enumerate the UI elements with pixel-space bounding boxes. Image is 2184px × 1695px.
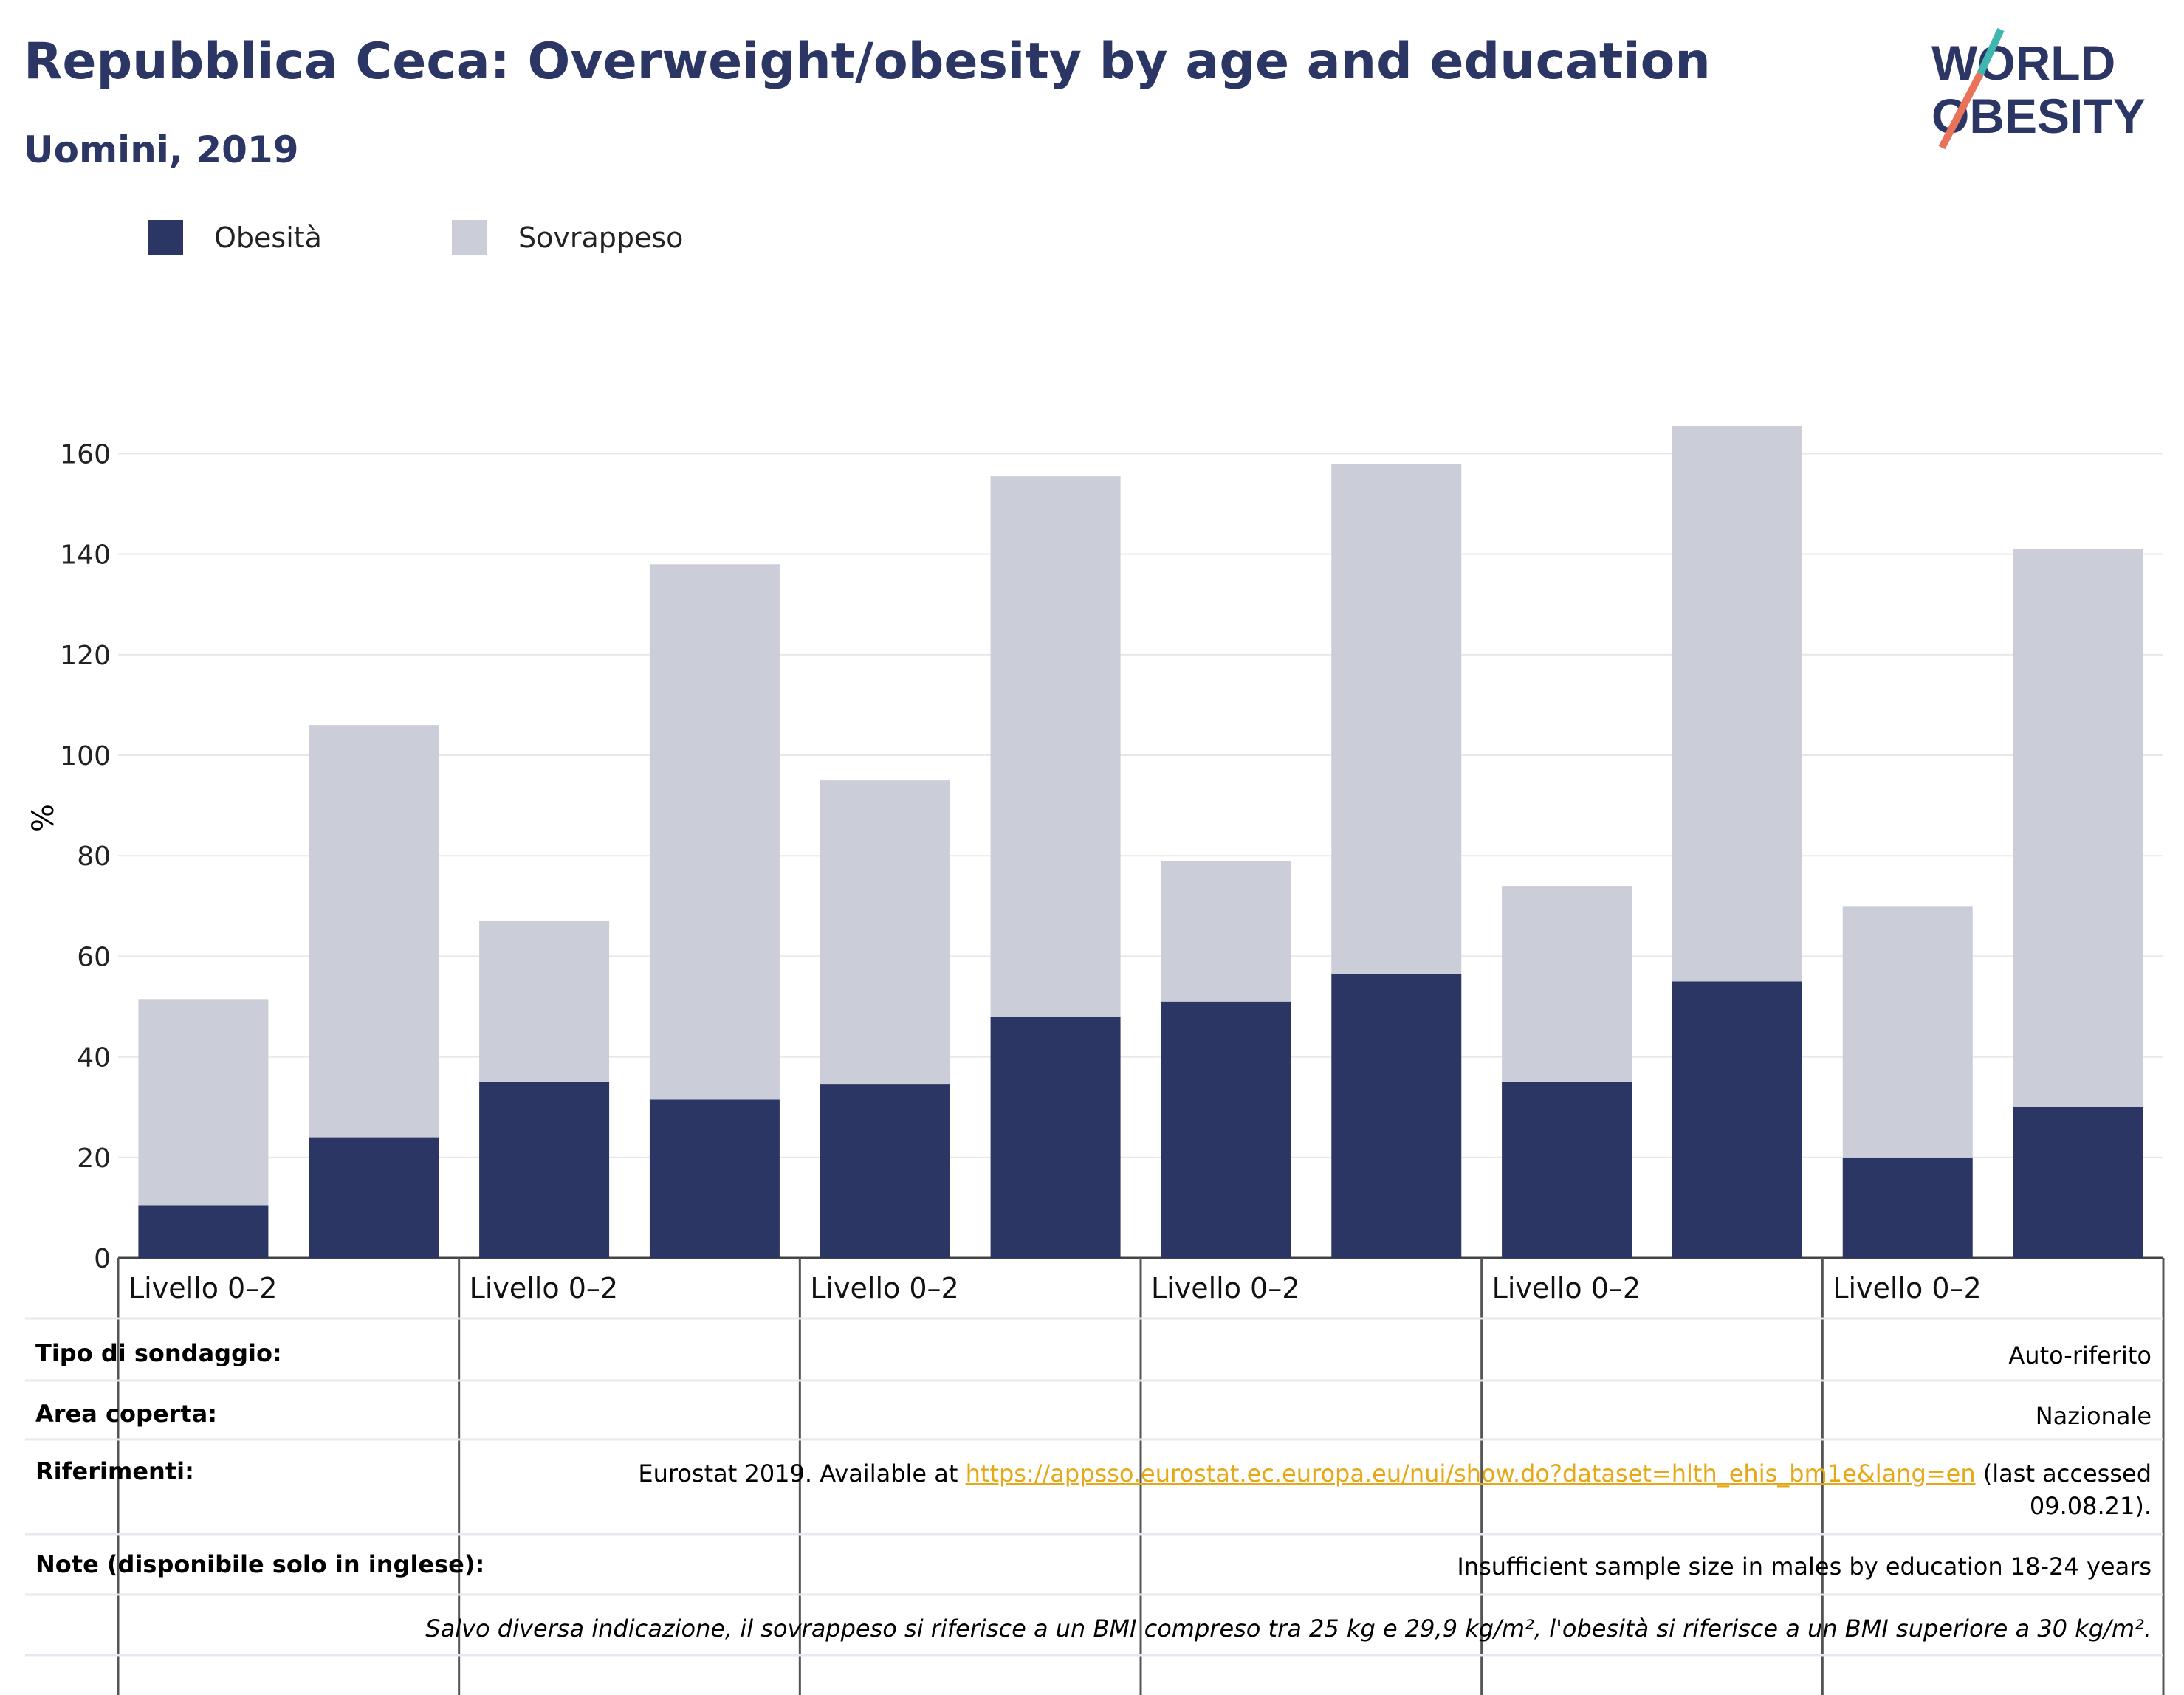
chart-subtitle: Uomini, 2019 — [24, 128, 299, 171]
bar-obesity[interactable] — [820, 1084, 950, 1258]
y-axis-label: % — [27, 804, 61, 832]
bar-obesity[interactable] — [1331, 974, 1462, 1258]
bar-overweight[interactable] — [1842, 906, 1973, 1158]
bar-overweight[interactable] — [1502, 886, 1632, 1082]
info-table-lines — [25, 1258, 2165, 1695]
y-tick-label: 160 — [60, 439, 111, 470]
y-tick-label: 140 — [60, 540, 111, 571]
y-tick-label: 100 — [60, 741, 111, 771]
bar-overweight[interactable] — [479, 921, 610, 1082]
x-group-label: Livello 0–2 — [470, 1272, 618, 1304]
bar-obesity[interactable] — [1161, 1001, 1291, 1258]
references-link[interactable]: https://appsso.eurostat.ec.europa.eu/nui… — [965, 1460, 1976, 1488]
y-axis-ticks: 0 20 40 60 80 100 120 140 160 — [60, 439, 111, 1274]
x-group-label: Livello 0–2 — [1492, 1272, 1641, 1304]
survey-type-label: Tipo di sondaggio: — [35, 1339, 282, 1367]
y-tick-label: 40 — [77, 1043, 111, 1073]
y-tick-label: 60 — [77, 942, 111, 972]
legend-swatch-obesity — [148, 220, 183, 255]
area-label: Area coperta: — [35, 1400, 218, 1428]
bar-overweight[interactable] — [138, 999, 269, 1206]
legend-item-obesity[interactable]: Obesità — [148, 219, 322, 257]
logo-line-1: WORLD — [1931, 35, 2115, 90]
bar-overweight[interactable] — [990, 476, 1121, 1017]
references-value: Eurostat 2019. Available at https://apps… — [638, 1457, 2152, 1522]
notes-value: Insufficient sample size in males by edu… — [1457, 1553, 2152, 1581]
bar-overweight[interactable] — [1161, 861, 1291, 1002]
bar-overweight[interactable] — [309, 725, 439, 1138]
y-tick-label: 20 — [77, 1144, 111, 1174]
bar-overweight[interactable] — [1331, 464, 1462, 974]
legend-label-overweight: Sovrappeso — [518, 221, 684, 254]
definition-note: Salvo diversa indicazione, il sovrappeso… — [425, 1615, 2152, 1643]
x-group-label: Livello 0–2 — [1151, 1272, 1299, 1304]
references-label: Riferimenti: — [35, 1457, 194, 1485]
bar-obesity[interactable] — [1502, 1082, 1632, 1258]
x-group-label: Livello 0–2 — [128, 1272, 277, 1304]
notes-label: Note (disponibile solo in inglese): — [35, 1550, 485, 1578]
bar-overweight[interactable] — [649, 564, 780, 1100]
x-axis-labels: Livello 0–2 Livello 0–2 Livello 0–2 Livello… — [128, 1272, 1982, 1304]
references-line2: 09.08.21). — [2029, 1492, 2152, 1520]
references-prefix: Eurostat 2019. Available at — [638, 1460, 966, 1488]
area-value: Nazionale — [2035, 1402, 2152, 1430]
world-obesity-logo: WORLD OBESITY — [1931, 27, 2146, 150]
bar-overweight[interactable] — [1672, 426, 1802, 982]
references-suffix: (last accessed — [1975, 1460, 2152, 1488]
x-group-label: Livello 0–2 — [1833, 1272, 1981, 1304]
bar-obesity[interactable] — [309, 1137, 439, 1258]
legend-label-obesity: Obesità — [214, 221, 322, 254]
chart-title: Repubblica Ceca: Overweight/obesity by a… — [24, 32, 1711, 91]
y-tick-label: 120 — [60, 641, 111, 671]
bars — [138, 426, 2143, 1258]
survey-type-value: Auto-riferito — [2008, 1341, 2152, 1369]
bar-obesity[interactable] — [138, 1205, 269, 1259]
bar-obesity[interactable] — [479, 1082, 610, 1258]
bar-obesity[interactable] — [990, 1017, 1121, 1258]
y-tick-label: 0 — [94, 1244, 111, 1274]
logo-slash-coral — [1938, 72, 1984, 150]
y-tick-label: 80 — [77, 842, 111, 872]
x-group-label: Livello 0–2 — [810, 1272, 958, 1304]
bar-obesity[interactable] — [1842, 1157, 1973, 1258]
legend-item-overweight[interactable]: Sovrappeso — [452, 219, 683, 257]
bar-obesity[interactable] — [2013, 1107, 2143, 1258]
bar-overweight[interactable] — [2013, 549, 2143, 1107]
bar-overweight[interactable] — [820, 780, 950, 1085]
bar-obesity[interactable] — [1672, 981, 1802, 1258]
logo-slash-teal — [1977, 27, 2005, 76]
bar-obesity[interactable] — [649, 1099, 780, 1259]
legend-swatch-overweight — [452, 220, 487, 255]
